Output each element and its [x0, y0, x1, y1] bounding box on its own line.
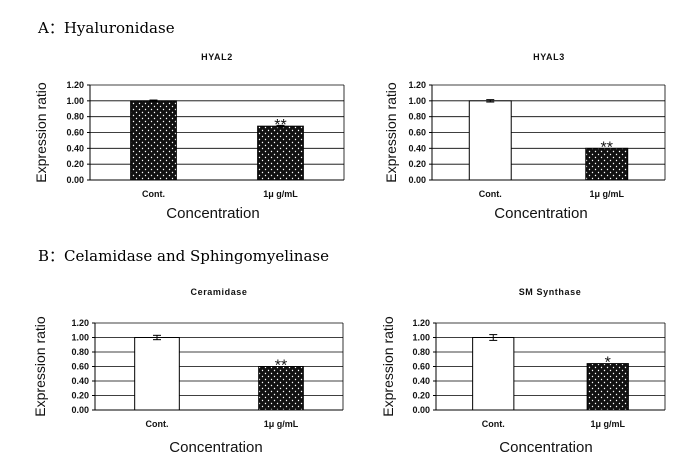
y-tick-label: 1.00	[412, 333, 430, 343]
y-tick-label: 0.20	[66, 159, 84, 169]
y-tick-label: 0.00	[71, 405, 89, 415]
category-label: Cont.	[482, 419, 505, 429]
category-label: 1μ g/mL	[589, 189, 624, 199]
category-label: Cont.	[142, 189, 165, 199]
y-tick-label: 1.20	[412, 318, 430, 328]
category-label: 1μ g/mL	[590, 419, 625, 429]
chart-title: SM Synthase	[519, 287, 582, 297]
y-tick-label: 1.20	[66, 80, 84, 90]
y-axis-label: Expression ratio	[33, 82, 49, 183]
x-axis-label: Concentration	[499, 439, 592, 456]
category-label: 1μ g/mL	[263, 189, 298, 199]
y-tick-label: 0.20	[408, 159, 426, 169]
y-tick-label: 0.00	[408, 175, 426, 185]
bar	[586, 363, 629, 411]
bar	[468, 100, 512, 181]
category-label: 1μ g/mL	[264, 419, 299, 429]
y-tick-label: 1.20	[408, 80, 426, 90]
y-tick-label: 0.00	[412, 405, 430, 415]
bar	[472, 337, 515, 411]
y-axis-label: Expression ratio	[32, 316, 48, 417]
y-axis-label: Expression ratio	[383, 82, 399, 183]
x-axis-label: Concentration	[169, 439, 262, 456]
y-tick-label: 0.40	[71, 376, 89, 386]
category-label: Cont.	[479, 189, 502, 199]
section-a-heading: A：Hyaluronidase	[38, 19, 175, 37]
y-tick-label: 0.40	[408, 143, 426, 153]
significance-marker: **	[601, 139, 613, 156]
y-axis-label: Expression ratio	[380, 316, 396, 417]
bar	[585, 147, 629, 181]
y-tick-label: 0.60	[412, 362, 430, 372]
y-tick-label: 0.20	[412, 391, 430, 401]
category-label: Cont.	[146, 419, 169, 429]
x-axis-label: Concentration	[494, 205, 587, 222]
y-tick-label: 0.00	[66, 175, 84, 185]
chart-title: Ceramidase	[190, 287, 247, 297]
x-axis-label: Concentration	[166, 205, 259, 222]
chart-title: HYAL3	[533, 52, 565, 62]
y-tick-label: 1.00	[66, 96, 84, 106]
y-tick-label: 0.40	[66, 143, 84, 153]
significance-marker: *	[605, 355, 611, 372]
y-tick-label: 0.80	[408, 112, 426, 122]
chart-title: HYAL2	[201, 52, 233, 62]
y-tick-label: 1.00	[71, 333, 89, 343]
y-tick-label: 1.20	[71, 318, 89, 328]
section-b-heading: B：Celamidase and Sphingomyelinase	[38, 247, 329, 265]
y-tick-label: 0.60	[408, 128, 426, 138]
y-tick-label: 0.80	[71, 347, 89, 357]
y-tick-label: 0.80	[66, 112, 84, 122]
y-tick-label: 0.60	[66, 128, 84, 138]
bar	[130, 100, 177, 181]
y-tick-label: 1.00	[408, 96, 426, 106]
significance-marker: **	[275, 358, 287, 375]
bar	[258, 366, 304, 411]
y-tick-label: 0.80	[412, 347, 430, 357]
bar	[134, 337, 180, 411]
y-tick-label: 0.40	[412, 376, 430, 386]
y-tick-label: 0.20	[71, 391, 89, 401]
y-tick-label: 0.60	[71, 362, 89, 372]
significance-marker: **	[274, 117, 286, 134]
